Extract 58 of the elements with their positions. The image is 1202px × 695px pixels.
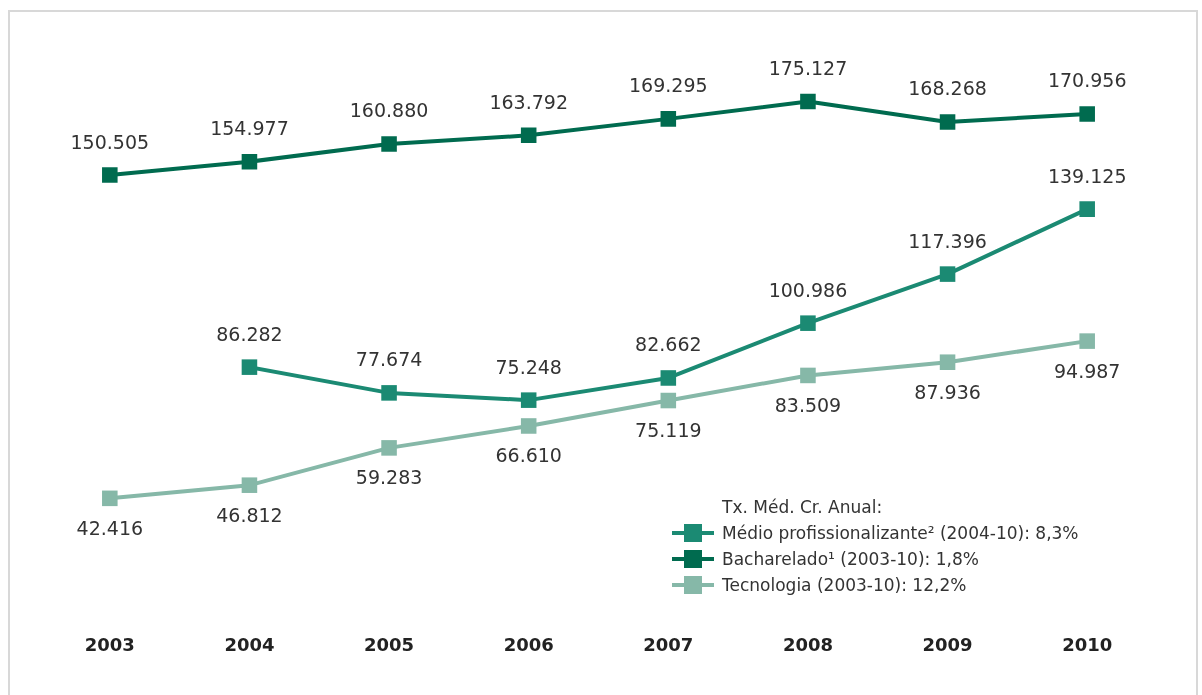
data-label: 77.674	[355, 348, 423, 371]
data-label: 139.125	[1047, 164, 1127, 187]
point	[1079, 333, 1095, 349]
point	[102, 167, 118, 183]
point	[660, 392, 677, 409]
data-label: 86.282	[216, 322, 283, 345]
legend-label: Tecnologia (2003-10): 12,2%	[722, 574, 967, 597]
point	[241, 153, 258, 170]
point	[800, 315, 816, 331]
data-label: 170.956	[1047, 69, 1127, 92]
data-label: 175.127	[768, 56, 848, 79]
legend-label: Bacharelado¹ (2003-10): 1,8%	[722, 548, 979, 571]
x-tick-label: 2007	[643, 633, 694, 655]
data-label: 82.662	[635, 333, 702, 356]
data-label: 83.509	[774, 393, 842, 416]
data-label: 75.119	[635, 418, 702, 441]
point	[1079, 106, 1095, 122]
point	[381, 136, 397, 152]
data-label: 160.880	[349, 99, 429, 122]
point	[660, 370, 677, 386]
point	[520, 418, 537, 434]
data-label: 163.792	[489, 90, 568, 113]
point	[381, 385, 397, 401]
data-label: 154.977	[210, 117, 289, 140]
data-label: 100.986	[768, 278, 848, 301]
x-tick-label: 2005	[364, 633, 415, 655]
data-label: 168.268	[908, 77, 987, 100]
data-label: 94.987	[1053, 359, 1121, 382]
point	[241, 359, 258, 375]
data-label: 150.505	[70, 130, 150, 153]
legend-title: Tx. Méd. Cr. Anual:	[722, 496, 884, 519]
point	[939, 266, 956, 282]
data-label: 59.283	[355, 466, 423, 489]
legend-label: Médio profissionalizante² (2004-10): 8,3%	[722, 522, 1079, 545]
point	[660, 111, 677, 127]
x-tick-label: 2010	[1062, 633, 1113, 655]
x-tick-label: 2008	[782, 633, 833, 655]
data-label: 75.248	[495, 355, 562, 378]
point	[1079, 201, 1095, 217]
point	[939, 114, 956, 130]
point	[102, 490, 118, 507]
point	[241, 477, 258, 493]
data-label: 87.936	[914, 380, 981, 403]
data-label: 169.295	[629, 74, 708, 97]
point	[520, 127, 537, 144]
data-label: 66.610	[495, 444, 562, 467]
point	[939, 354, 956, 370]
x-tick-label: 2003	[84, 633, 135, 655]
data-label: 117.396	[908, 229, 987, 252]
data-label: 42.416	[76, 516, 144, 539]
point	[800, 93, 816, 110]
x-tick-label: 2004	[224, 633, 275, 655]
x-tick-label: 2006	[503, 633, 554, 655]
point	[800, 367, 816, 384]
point	[520, 392, 537, 408]
data-label: 46.812	[216, 503, 283, 526]
point	[381, 440, 397, 456]
x-tick-label: 2009	[922, 633, 973, 655]
